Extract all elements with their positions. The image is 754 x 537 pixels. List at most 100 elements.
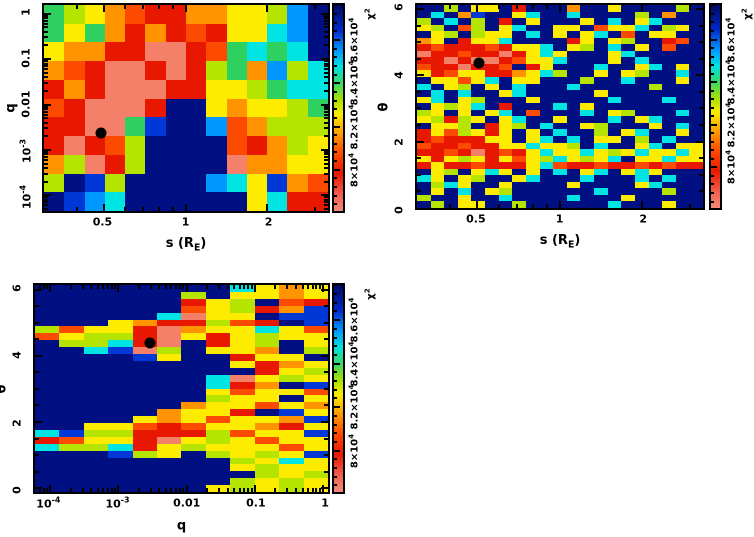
tick-label: 0.01 xyxy=(173,496,201,510)
heatmap-cell xyxy=(287,42,308,62)
heatmap-cell xyxy=(566,90,581,97)
tick-mark xyxy=(44,81,48,84)
heatmap-cell xyxy=(471,24,486,32)
tick-mark xyxy=(324,321,328,324)
heatmap-cell xyxy=(607,70,622,78)
heatmap-cell xyxy=(35,340,60,348)
colorbar-tick-label: 8.6×104 xyxy=(346,297,361,343)
heatmap-cell xyxy=(206,42,227,62)
heatmap-cell xyxy=(254,450,280,458)
tick-mark xyxy=(417,157,421,160)
colorbar-tick xyxy=(711,140,714,143)
tick-mark xyxy=(314,5,317,9)
heatmap-cell xyxy=(566,70,581,78)
heatmap-cell xyxy=(498,188,513,195)
heatmap-cell xyxy=(186,98,207,118)
heatmap-cell xyxy=(279,312,304,320)
heatmap-cell xyxy=(108,436,133,444)
tick-mark xyxy=(44,194,51,197)
tick-mark xyxy=(96,488,99,492)
heatmap-cell xyxy=(553,122,567,130)
heatmap-cell xyxy=(648,188,663,195)
heatmap-cell xyxy=(471,168,486,176)
heatmap-cell xyxy=(621,31,635,38)
heatmap-cell xyxy=(279,478,304,486)
heatmap-cell xyxy=(430,77,445,84)
tick-mark xyxy=(689,204,692,208)
heatmap-cell xyxy=(525,77,540,84)
heatmap-cell xyxy=(580,44,595,51)
heatmap-cell xyxy=(157,478,182,486)
tick-mark xyxy=(81,488,84,492)
heatmap-cell xyxy=(104,173,126,193)
heatmap-cell xyxy=(689,188,703,195)
heatmap-cell xyxy=(59,319,84,327)
colorbar-tick-label: 8.4×104 xyxy=(346,60,361,106)
heatmap-cell xyxy=(621,135,635,143)
tick-mark xyxy=(110,488,113,492)
heatmap-cell xyxy=(594,188,608,195)
heatmap-cell xyxy=(35,402,60,410)
heatmap-cell xyxy=(525,83,540,91)
tick-mark xyxy=(44,65,48,68)
heatmap-cell xyxy=(498,57,513,64)
tick-mark xyxy=(247,488,250,492)
heatmap-cell xyxy=(539,24,554,32)
heatmap-cell xyxy=(59,395,84,403)
heatmap-cell xyxy=(512,175,526,182)
heatmap-cell xyxy=(580,168,595,176)
heatmap-cell xyxy=(108,423,133,430)
heatmap-cell xyxy=(59,402,84,410)
heatmap-cell xyxy=(64,98,85,118)
heatmap-cell xyxy=(84,79,105,99)
heatmap-cell xyxy=(226,42,247,62)
heatmap-cell xyxy=(498,194,513,202)
heatmap-cell xyxy=(205,485,231,492)
heatmap-cell xyxy=(689,83,703,91)
heatmap-cell xyxy=(634,70,649,78)
heatmap-cell xyxy=(254,333,280,341)
tick-label: 2 xyxy=(392,138,406,147)
heatmap-cell xyxy=(662,129,676,136)
heatmap-cell xyxy=(205,347,231,354)
y-axis-title: θ xyxy=(0,384,10,393)
heatmap-cell xyxy=(230,409,255,417)
heatmap-cell xyxy=(471,96,486,104)
heatmap-cell xyxy=(607,188,622,195)
heatmap-cell xyxy=(525,109,540,117)
heatmap-cell xyxy=(132,395,158,403)
tick-label: 10-4 xyxy=(18,184,34,210)
heatmap-cell xyxy=(254,388,280,396)
heatmap-cell xyxy=(83,423,109,430)
heatmap-cell xyxy=(206,98,227,118)
heatmap-cell xyxy=(181,471,206,479)
heatmap-cell xyxy=(108,464,133,472)
heatmap-cell xyxy=(648,142,663,150)
colorbar-tick xyxy=(334,186,337,189)
heatmap-cell xyxy=(83,305,109,313)
heatmap-cell xyxy=(287,136,308,155)
heatmap-cell xyxy=(132,333,158,341)
heatmap-cell xyxy=(83,450,109,458)
heatmap-cell xyxy=(125,79,146,99)
heatmap-cell xyxy=(648,44,663,51)
panel-theta-vs-s: 8.6×104 8.4×104 8.2×104 8×104 χ2 0.5 1 2 6 4 2 0 s … xyxy=(377,3,754,250)
tick-mark xyxy=(238,285,241,289)
heatmap-cell xyxy=(226,98,247,118)
heatmap-cell xyxy=(254,478,280,486)
tick-mark xyxy=(294,488,297,492)
heatmap-cell xyxy=(675,18,690,25)
colorbar-tick xyxy=(334,414,337,417)
heatmap-cell xyxy=(525,135,540,143)
heatmap-cell xyxy=(485,188,499,195)
heatmap-cell xyxy=(108,395,133,403)
tick-mark xyxy=(247,285,250,289)
heatmap-cell xyxy=(485,31,499,38)
heatmap-cell xyxy=(553,37,567,45)
heatmap-cell xyxy=(485,162,499,169)
heatmap-cell xyxy=(594,109,608,117)
heatmap-cell xyxy=(607,181,622,189)
heatmap-cell xyxy=(108,291,133,299)
colorbar-tick xyxy=(334,319,340,322)
tick-mark xyxy=(516,5,519,9)
